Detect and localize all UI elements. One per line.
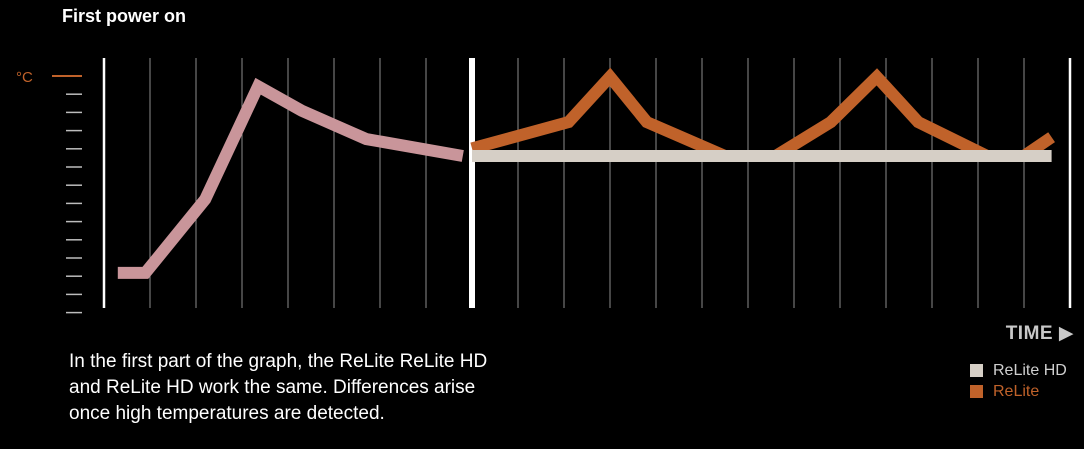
legend-swatch-relite [970, 385, 983, 398]
chart-title: First power on [62, 6, 187, 26]
chart-legend: ReLite HD ReLite [970, 360, 1067, 402]
legend-item-relite-hd: ReLite HD [970, 360, 1067, 381]
y-axis-unit-label: °C [16, 69, 33, 86]
x-axis-label: TIME ▶ [1006, 322, 1074, 345]
shared-series-line [117, 77, 464, 279]
play-arrow-icon: ▶ [1058, 323, 1074, 344]
series-line-relite [470, 67, 1055, 162]
x-axis-label-text: TIME [1005, 323, 1054, 344]
legend-item-relite: ReLite [970, 381, 1067, 402]
legend-label-relite: ReLite [993, 383, 1040, 400]
chart-description: In the first part of the graph, the ReLi… [69, 351, 488, 424]
legend-swatch-relite-hd [970, 364, 983, 377]
legend-label-relite-hd: ReLite HD [993, 362, 1067, 379]
